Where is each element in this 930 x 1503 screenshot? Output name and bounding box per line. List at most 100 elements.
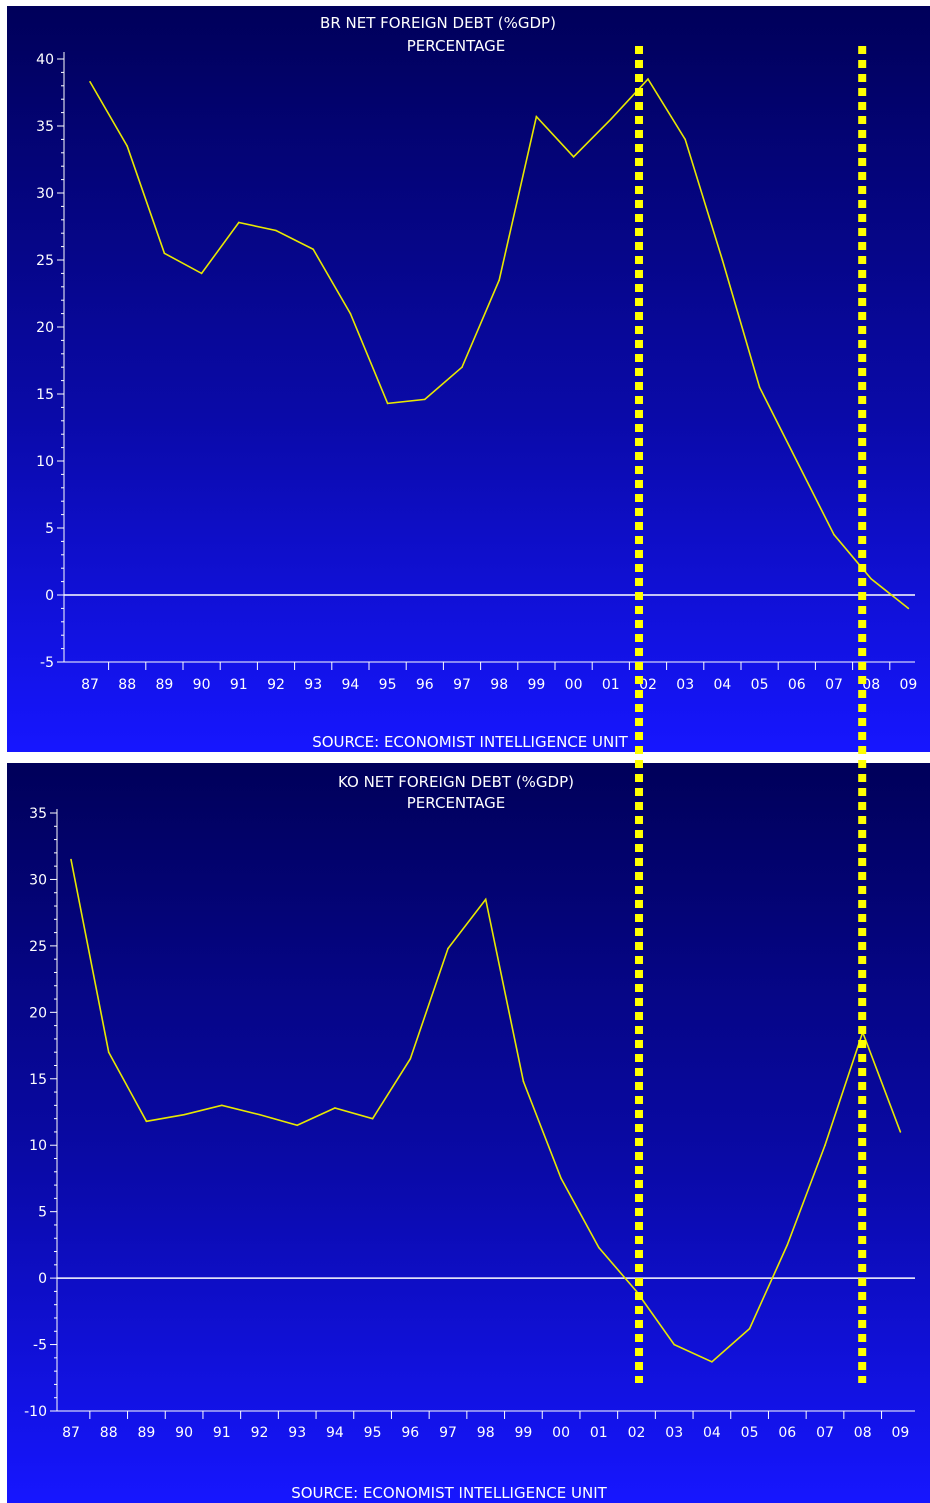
ko-x-tick-label: 87 <box>62 1425 80 1441</box>
ko-y-tick-label: 15 <box>29 1072 47 1088</box>
br-data-point <box>721 259 724 261</box>
br-x-tick-label: 03 <box>676 677 694 693</box>
br-x-tick-label: 92 <box>267 677 285 693</box>
ko-debt-chart: KO NET FOREIGN DEBT (%GDP) PERCENTAGE SO… <box>24 773 915 1502</box>
ko-y-tick-label: 10 <box>29 1138 47 1154</box>
br-data-point <box>126 145 128 147</box>
br-data-point <box>163 252 166 255</box>
br-x-tick-label: 07 <box>825 677 843 693</box>
br-data-point <box>684 138 686 141</box>
ko-data-point <box>409 1058 412 1060</box>
ko-data-point <box>560 1177 562 1180</box>
ko-x-tick-label: 97 <box>439 1425 457 1441</box>
ko-series-line <box>70 859 902 1363</box>
ko-data-point <box>635 1290 638 1293</box>
ko-x-tick-label: 00 <box>552 1425 570 1441</box>
ko-chart-title: KO NET FOREIGN DEBT (%GDP) <box>338 773 574 791</box>
ko-data-point <box>145 1120 148 1123</box>
br-data-point <box>424 398 426 401</box>
ko-y-tick-label: 5 <box>38 1205 47 1221</box>
br-x-tick-label: 93 <box>304 677 322 693</box>
ko-data-point <box>296 1124 299 1127</box>
br-x-tick-label: 96 <box>416 677 434 693</box>
ko-y-tick-label: -10 <box>24 1404 47 1420</box>
br-y-tick-label: 40 <box>36 52 54 68</box>
br-x-tick-label: 00 <box>565 677 583 693</box>
ko-x-tick-label: 04 <box>703 1425 721 1441</box>
ko-x-tick-label: 07 <box>816 1425 834 1441</box>
br-data-point <box>833 533 835 536</box>
ko-data-point <box>258 1113 261 1116</box>
br-x-tick-label: 02 <box>639 677 657 693</box>
ko-data-point <box>183 1113 185 1116</box>
br-y-tick-label: 20 <box>36 320 54 336</box>
br-y-tick-label: 15 <box>36 387 54 403</box>
ko-x-tick-label: 01 <box>590 1425 608 1441</box>
ko-x-tick-label: 08 <box>854 1425 872 1441</box>
br-data-point <box>312 248 315 251</box>
ko-data-point <box>107 1051 110 1053</box>
ko-x-tick-label: 09 <box>891 1425 909 1441</box>
br-data-point <box>647 78 649 80</box>
ko-x-tick-label: 88 <box>100 1425 118 1441</box>
ko-x-tick-label: 94 <box>326 1425 344 1441</box>
br-data-point <box>275 229 277 232</box>
br-x-tick-label: 97 <box>453 677 471 693</box>
br-y-tick-label: 10 <box>36 454 54 470</box>
ko-x-tick-label: 93 <box>288 1425 306 1441</box>
ko-x-tick-label: 03 <box>665 1425 683 1441</box>
ko-x-tick-label: 91 <box>213 1425 231 1441</box>
br-x-tick-label: 09 <box>899 677 917 693</box>
br-x-tick-label: 95 <box>379 677 397 693</box>
br-x-tick-label: 99 <box>527 677 545 693</box>
br-series-line <box>89 77 909 610</box>
br-data-point <box>349 312 352 315</box>
ko-data-point <box>484 898 487 901</box>
br-chart-source: SOURCE: ECONOMIST INTELLIGENCE UNIT <box>312 733 628 751</box>
ko-data-point <box>824 1144 826 1147</box>
ko-x-tick-label: 89 <box>137 1425 155 1441</box>
br-data-point <box>386 402 389 405</box>
br-y-tick-label: 35 <box>36 119 54 135</box>
ko-data-point <box>371 1117 374 1120</box>
ko-data-point <box>522 1080 525 1083</box>
ko-data-point <box>899 1131 902 1133</box>
br-data-point <box>796 460 798 462</box>
ko-data-point <box>598 1246 600 1249</box>
br-y-tick-label: 25 <box>36 253 54 269</box>
ko-x-tick-label: 96 <box>401 1425 419 1441</box>
br-chart-panel: BR NET FOREIGN DEBT (%GDP) PERCENTAGE SO… <box>7 6 930 752</box>
ko-data-point <box>334 1107 336 1109</box>
br-x-tick-label: 88 <box>118 677 136 693</box>
br-x-tick-label: 05 <box>751 677 769 693</box>
br-data-point <box>758 386 761 389</box>
ko-x-tick-label: 06 <box>778 1425 796 1441</box>
br-y-tick-label: 5 <box>45 521 54 537</box>
br-data-point <box>461 366 463 369</box>
br-x-tick-label: 94 <box>341 677 359 693</box>
ko-x-tick-label: 99 <box>514 1425 532 1441</box>
br-x-tick-label: 08 <box>862 677 880 693</box>
br-x-tick-label: 98 <box>490 677 508 693</box>
ko-data-point <box>786 1244 789 1246</box>
ko-y-tick-label: 20 <box>29 1005 47 1021</box>
br-data-point <box>572 156 575 158</box>
ko-data-point <box>221 1104 223 1107</box>
ko-chart-panel: KO NET FOREIGN DEBT (%GDP) PERCENTAGE SO… <box>7 763 930 1503</box>
ko-y-tick-label: 35 <box>29 806 47 822</box>
br-x-tick-label: 89 <box>155 677 173 693</box>
ko-data-point <box>748 1327 751 1330</box>
br-data-point <box>200 272 203 275</box>
br-x-tick-label: 91 <box>230 677 248 693</box>
br-y-tick-label: 30 <box>36 186 54 202</box>
br-data-point <box>238 221 240 224</box>
br-data-point <box>610 118 612 121</box>
br-chart-subtitle: PERCENTAGE <box>407 37 505 55</box>
ko-x-tick-label: 92 <box>251 1425 269 1441</box>
br-chart-title: BR NET FOREIGN DEBT (%GDP) <box>320 14 556 32</box>
br-x-tick-label: 06 <box>788 677 806 693</box>
ko-x-tick-label: 90 <box>175 1425 193 1441</box>
ko-data-point <box>70 858 72 861</box>
br-x-tick-label: 04 <box>713 677 731 693</box>
ko-y-tick-label: -5 <box>33 1338 47 1354</box>
